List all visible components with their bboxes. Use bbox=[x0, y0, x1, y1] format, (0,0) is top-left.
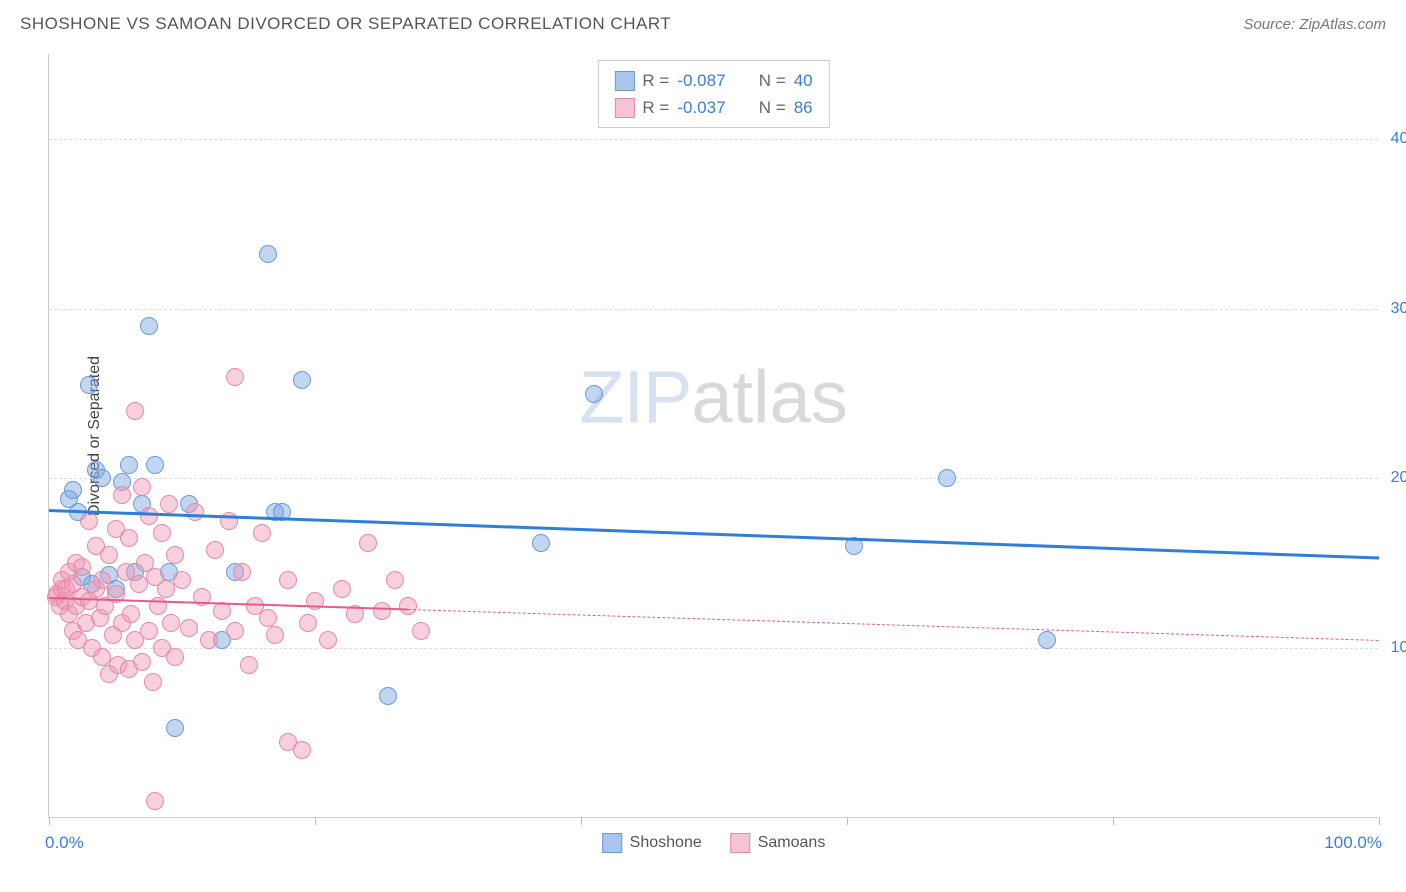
data-point bbox=[93, 469, 111, 487]
data-point bbox=[373, 602, 391, 620]
watermark-atlas: atlas bbox=[691, 356, 847, 439]
data-point bbox=[206, 541, 224, 559]
data-point bbox=[146, 456, 164, 474]
data-point bbox=[173, 571, 191, 589]
n-label: N = bbox=[749, 94, 785, 121]
data-point bbox=[80, 376, 98, 394]
x-tick bbox=[315, 817, 316, 825]
data-point bbox=[293, 371, 311, 389]
data-point bbox=[133, 478, 151, 496]
data-point bbox=[140, 317, 158, 335]
title-bar: SHOSHONE VS SAMOAN DIVORCED OR SEPARATED… bbox=[20, 14, 1386, 34]
y-tick-label: 40.0% bbox=[1384, 130, 1406, 148]
chart-title: SHOSHONE VS SAMOAN DIVORCED OR SEPARATED… bbox=[20, 14, 671, 34]
data-point bbox=[153, 524, 171, 542]
r-label: R = bbox=[642, 94, 669, 121]
data-point bbox=[399, 597, 417, 615]
data-point bbox=[299, 614, 317, 632]
legend-item: Samoans bbox=[730, 833, 826, 853]
x-tick bbox=[581, 817, 582, 825]
data-point bbox=[240, 656, 258, 674]
stats-row: R = -0.037 N = 86 bbox=[614, 94, 812, 121]
stats-row: R = -0.087 N = 40 bbox=[614, 67, 812, 94]
data-point bbox=[293, 741, 311, 759]
data-point bbox=[166, 648, 184, 666]
legend-label: Shoshone bbox=[630, 834, 702, 852]
x-axis-max-label: 100.0% bbox=[1324, 833, 1382, 853]
legend-swatch bbox=[602, 833, 622, 853]
data-point bbox=[279, 571, 297, 589]
data-point bbox=[319, 631, 337, 649]
data-point bbox=[938, 469, 956, 487]
data-point bbox=[140, 622, 158, 640]
watermark: ZIPatlas bbox=[579, 355, 847, 440]
r-value: -0.087 bbox=[677, 67, 741, 94]
correlation-stats-box: R = -0.087 N = 40 R = -0.037 N = 86 bbox=[597, 60, 829, 128]
data-point bbox=[259, 245, 277, 263]
trend-line-extrapolated bbox=[408, 609, 1379, 641]
series-legend: Shoshone Samoans bbox=[602, 833, 826, 853]
y-tick-label: 10.0% bbox=[1384, 639, 1406, 657]
data-point bbox=[166, 546, 184, 564]
data-point bbox=[162, 614, 180, 632]
r-value: -0.037 bbox=[677, 94, 741, 121]
trend-line bbox=[49, 509, 1379, 560]
data-point bbox=[186, 503, 204, 521]
gridline bbox=[49, 648, 1378, 649]
data-point bbox=[113, 486, 131, 504]
gridline bbox=[49, 309, 1378, 310]
x-tick bbox=[847, 817, 848, 825]
data-point bbox=[73, 558, 91, 576]
x-tick bbox=[49, 817, 50, 825]
data-point bbox=[226, 622, 244, 640]
data-point bbox=[120, 456, 138, 474]
data-point bbox=[133, 653, 151, 671]
x-tick bbox=[1113, 817, 1114, 825]
gridline bbox=[49, 478, 1378, 479]
data-point bbox=[386, 571, 404, 589]
y-tick-label: 20.0% bbox=[1384, 469, 1406, 487]
data-point bbox=[259, 609, 277, 627]
legend-label: Samoans bbox=[758, 834, 826, 852]
legend-swatch bbox=[730, 833, 750, 853]
data-point bbox=[585, 385, 603, 403]
n-value: 40 bbox=[794, 67, 813, 94]
data-point bbox=[80, 512, 98, 530]
n-value: 86 bbox=[794, 94, 813, 121]
data-point bbox=[412, 622, 430, 640]
data-point bbox=[253, 524, 271, 542]
data-point bbox=[122, 605, 140, 623]
r-label: R = bbox=[642, 67, 669, 94]
data-point bbox=[200, 631, 218, 649]
y-tick-label: 30.0% bbox=[1384, 300, 1406, 318]
data-point bbox=[180, 619, 198, 637]
data-point bbox=[100, 546, 118, 564]
data-point bbox=[126, 402, 144, 420]
legend-item: Shoshone bbox=[602, 833, 702, 853]
data-point bbox=[120, 529, 138, 547]
x-axis-min-label: 0.0% bbox=[45, 833, 84, 853]
gridline bbox=[49, 139, 1378, 140]
data-point bbox=[144, 673, 162, 691]
data-point bbox=[233, 563, 251, 581]
data-point bbox=[1038, 631, 1056, 649]
data-point bbox=[266, 626, 284, 644]
data-point bbox=[166, 719, 184, 737]
data-point bbox=[333, 580, 351, 598]
series-swatch bbox=[614, 71, 634, 91]
data-point bbox=[226, 368, 244, 386]
data-point bbox=[146, 792, 164, 810]
data-point bbox=[160, 495, 178, 513]
scatter-plot-area: Divorced or Separated ZIPatlas R =-0.087… bbox=[48, 54, 1378, 818]
series-swatch bbox=[614, 98, 634, 118]
source-attribution: Source: ZipAtlas.com bbox=[1243, 16, 1386, 33]
x-tick bbox=[1379, 817, 1380, 825]
data-point bbox=[379, 687, 397, 705]
data-point bbox=[532, 534, 550, 552]
n-label: N = bbox=[749, 67, 785, 94]
data-point bbox=[359, 534, 377, 552]
data-point bbox=[64, 481, 82, 499]
